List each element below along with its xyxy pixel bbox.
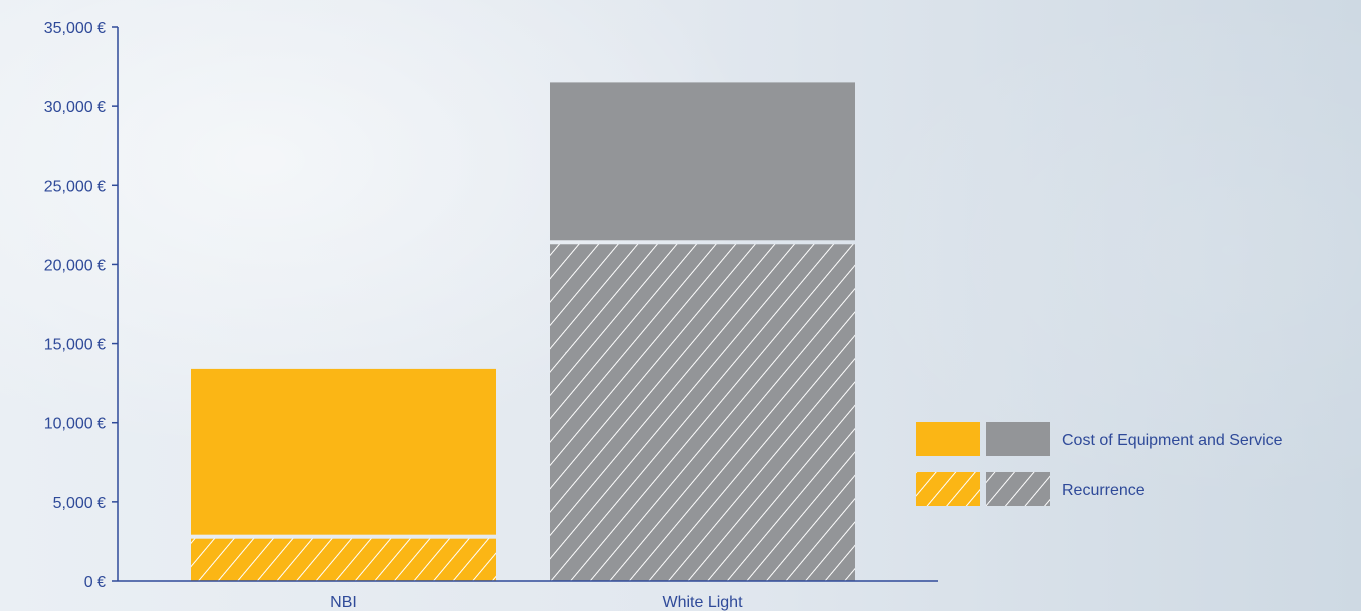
axes: 0 € 5,000 € 10,000 € 15,000 € 20,000 € 25,000… bbox=[44, 20, 938, 611]
y-tick-label: 15,000 € bbox=[44, 337, 106, 354]
y-tick-label: 35,000 € bbox=[44, 20, 106, 37]
y-tick-label: 20,000 € bbox=[44, 257, 106, 274]
legend-label-cost-of-equipment-and-service: Cost of Equipment and Service bbox=[1062, 432, 1283, 449]
legend-swatch-cost-of-equipment-and-service bbox=[986, 422, 1050, 456]
x-category-label: White Light bbox=[662, 594, 743, 611]
legend-swatch-recurrence bbox=[916, 472, 980, 506]
bar-nbi-recurrence bbox=[191, 538, 496, 581]
legend-swatch-recurrence bbox=[986, 472, 1050, 506]
bar-white-light-recurrence bbox=[550, 244, 855, 582]
y-tick-label: 10,000 € bbox=[44, 416, 106, 433]
y-tick-label: 5,000 € bbox=[53, 495, 106, 512]
bar-white-light-cost-of-equipment-and-service bbox=[550, 82, 855, 241]
x-category-label: NBI bbox=[330, 594, 357, 611]
legend-swatch-cost-of-equipment-and-service bbox=[916, 422, 980, 456]
y-tick-label: 0 € bbox=[84, 574, 106, 591]
legend: Cost of Equipment and Service Recurrence bbox=[916, 422, 1283, 506]
y-tick-label: 30,000 € bbox=[44, 99, 106, 116]
bar-nbi-cost-of-equipment-and-service bbox=[191, 368, 496, 535]
legend-label-recurrence: Recurrence bbox=[1062, 482, 1145, 499]
bars bbox=[191, 82, 855, 582]
y-tick-label: 25,000 € bbox=[44, 178, 106, 195]
